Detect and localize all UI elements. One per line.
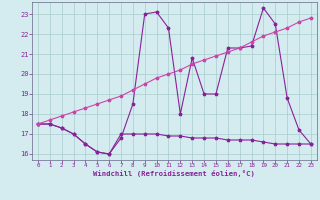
X-axis label: Windchill (Refroidissement éolien,°C): Windchill (Refroidissement éolien,°C) [93, 170, 255, 177]
